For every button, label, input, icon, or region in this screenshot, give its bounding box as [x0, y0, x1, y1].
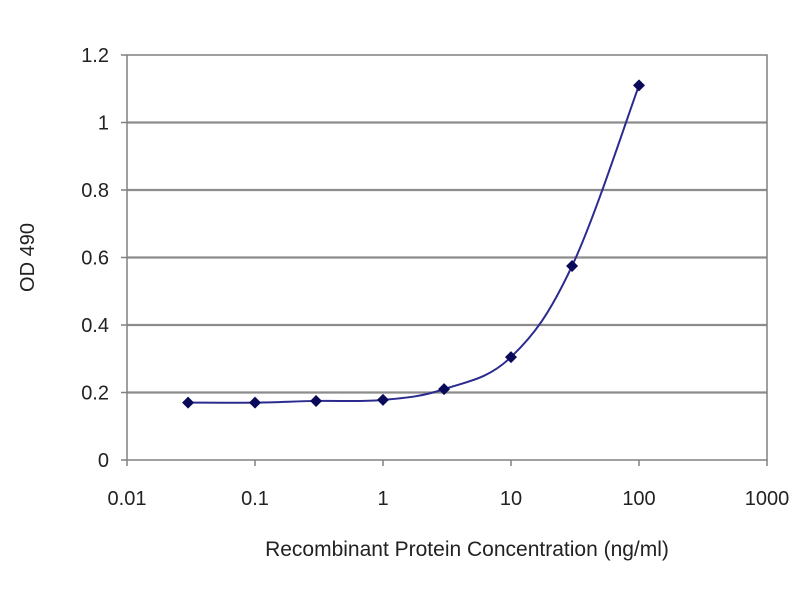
- data-point: [249, 396, 261, 409]
- series-line: [188, 85, 640, 404]
- y-tick-label: 0.8: [81, 180, 109, 202]
- x-axis-ticks: 0.01 0.1 1 10 100 1000: [108, 460, 790, 510]
- gridlines: [127, 121, 767, 394]
- x-tick-label: 0.1: [241, 488, 269, 510]
- y-tick-label: 1.2: [81, 45, 109, 67]
- y-tick-label: 0.6: [81, 248, 109, 270]
- y-axis-label: OD 490: [17, 223, 39, 292]
- data-series: [182, 79, 645, 409]
- data-point: [566, 259, 579, 272]
- y-axis-ticks: 0 0.2 0.4 0.6 0.8 1 1.2: [81, 45, 127, 472]
- data-point: [377, 393, 389, 406]
- data-point: [310, 394, 323, 407]
- x-tick-label: 0.01: [108, 488, 147, 510]
- y-tick-label: 1: [98, 113, 109, 135]
- x-axis-label: Recombinant Protein Concentration (ng/ml…: [265, 538, 669, 561]
- y-tick-label: 0.2: [81, 383, 109, 405]
- data-point: [438, 383, 451, 396]
- x-tick-label: 100: [622, 488, 655, 510]
- y-tick-label: 0.4: [81, 315, 109, 337]
- x-tick-label: 1000: [745, 488, 790, 510]
- x-tick-label: 10: [500, 488, 522, 510]
- y-tick-label: 0: [98, 450, 109, 472]
- data-point: [505, 351, 517, 364]
- x-tick-label: 1: [377, 488, 388, 510]
- data-point: [633, 79, 645, 92]
- data-point: [182, 396, 195, 409]
